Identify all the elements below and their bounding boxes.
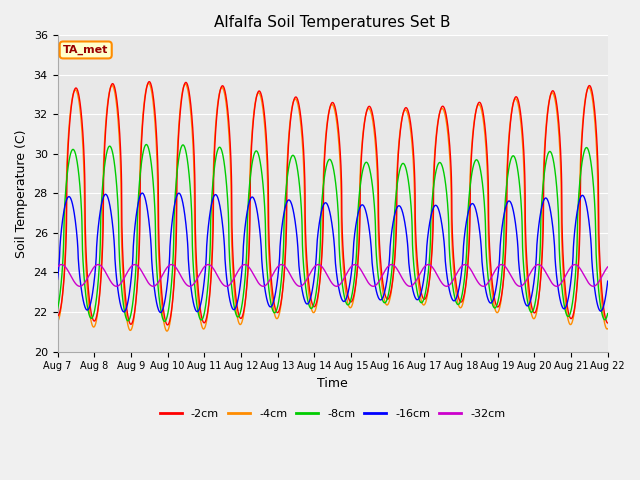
Legend: -2cm, -4cm, -8cm, -16cm, -32cm: -2cm, -4cm, -8cm, -16cm, -32cm xyxy=(156,405,510,423)
X-axis label: Time: Time xyxy=(317,377,348,390)
Title: Alfalfa Soil Temperatures Set B: Alfalfa Soil Temperatures Set B xyxy=(214,15,451,30)
Text: TA_met: TA_met xyxy=(63,45,108,55)
Y-axis label: Soil Temperature (C): Soil Temperature (C) xyxy=(15,129,28,258)
